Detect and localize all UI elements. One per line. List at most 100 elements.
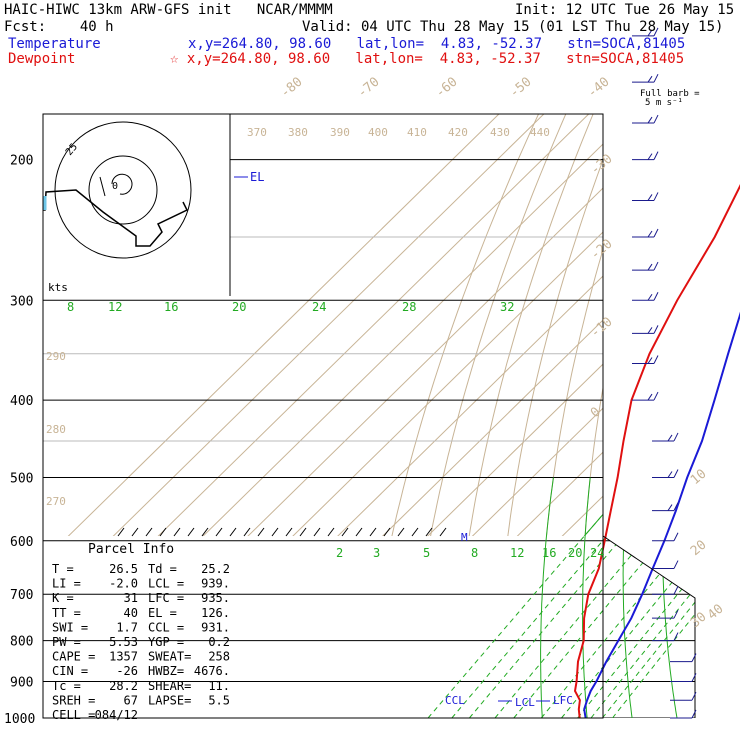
hodograph-ring-inner bbox=[88, 155, 158, 225]
isotherm-label: -50 bbox=[507, 74, 535, 101]
wind-barb bbox=[632, 151, 659, 161]
hodograph-center-arc bbox=[111, 173, 133, 195]
parcel-row-value: 5.5 bbox=[208, 693, 230, 707]
hodograph-ring bbox=[54, 121, 192, 259]
wind-barb bbox=[670, 653, 697, 663]
parcel-row-label: YGP = bbox=[148, 635, 184, 649]
header-title: HAIC-HIWC 13km ARW-GFS init NCAR/MMMM bbox=[4, 2, 333, 18]
hatch-mark bbox=[341, 527, 349, 537]
theta-label: 420 bbox=[448, 126, 468, 139]
parcel-row-label: CIN = bbox=[52, 664, 88, 678]
parcel-row-value: 1.7 bbox=[116, 620, 138, 634]
wind-barb bbox=[632, 261, 659, 271]
dewpoint-legend: Dewpoint bbox=[8, 51, 75, 67]
theta-label: 440 bbox=[530, 126, 550, 139]
hatch-mark bbox=[285, 527, 293, 537]
parcel-row-label: PW = bbox=[52, 635, 81, 649]
hatch-mark bbox=[299, 527, 307, 537]
wind-barb bbox=[652, 432, 679, 442]
hatch-mark bbox=[425, 527, 433, 537]
hodograph-unit: kts bbox=[48, 281, 68, 294]
parcel-row-value: 1357 bbox=[109, 650, 138, 664]
wind-barb bbox=[632, 228, 659, 238]
isotherm-label: -10 bbox=[588, 314, 616, 341]
mixing-ratio-label-lower: 20 bbox=[568, 546, 582, 560]
parcel-row-label: LFC = bbox=[148, 591, 184, 605]
mixing-ratio-label-lower: 3 bbox=[373, 546, 380, 560]
hodograph-background bbox=[43, 114, 230, 296]
lcl-label: LCL bbox=[515, 696, 535, 709]
mixing-ratio-label: 32 bbox=[500, 300, 514, 314]
pressure-label: 700 bbox=[10, 588, 33, 603]
mixing-ratio-dashed bbox=[612, 477, 695, 718]
pressure-label: 1000 bbox=[4, 712, 35, 727]
hatch-mark bbox=[159, 527, 167, 537]
hatch-mark bbox=[187, 527, 195, 537]
mixing-ratio-label: 24 bbox=[312, 300, 326, 314]
lfc-label: LFC bbox=[553, 694, 573, 707]
theta-label: 410 bbox=[407, 126, 427, 139]
hatch-mark bbox=[145, 527, 153, 537]
wind-barb bbox=[652, 502, 679, 512]
barb-legend-2: 5 m s⁻¹ bbox=[645, 98, 683, 108]
parcel-row-label: TT = bbox=[52, 606, 81, 620]
parcel-row-label: T = bbox=[52, 562, 74, 576]
mixing-ratio-label-lower: 2 bbox=[336, 546, 343, 560]
parcel-row-value: 5.53 bbox=[109, 635, 138, 649]
hodograph-center-label: 0 bbox=[112, 181, 118, 192]
isotherm-label: -40 bbox=[585, 74, 613, 101]
parcel-row-value: 935. bbox=[201, 591, 230, 605]
theta-label: 390 bbox=[330, 126, 350, 139]
parcel-row-label: SWEAT= bbox=[148, 650, 191, 664]
parcel-row-value: 67 bbox=[124, 693, 138, 707]
theta-label: 430 bbox=[490, 126, 510, 139]
plot-frame bbox=[42, 113, 604, 719]
mixing-ratio-dashed bbox=[561, 477, 695, 718]
wind-barb bbox=[632, 192, 659, 201]
parcel-row-value: 31 bbox=[124, 591, 138, 605]
isotherm-label: 20 bbox=[688, 538, 710, 560]
temperature-profile bbox=[583, 311, 740, 719]
isotherm-label: 0 bbox=[588, 405, 604, 422]
parcel-row-value: 11. bbox=[208, 679, 230, 693]
parcel-row-value: 28.2 bbox=[109, 679, 138, 693]
wind-barb bbox=[652, 532, 679, 542]
parcel-row-value: 0.2 bbox=[208, 635, 230, 649]
isotherm-label: -20 bbox=[588, 236, 616, 263]
wind-barb bbox=[670, 673, 697, 682]
hodograph-spoke bbox=[99, 176, 106, 197]
wind-barb bbox=[652, 609, 679, 619]
wind-barb bbox=[632, 292, 659, 301]
profiles bbox=[573, 184, 740, 719]
parcel-row-label: Td = bbox=[148, 562, 177, 576]
parcel-row-value: -26 bbox=[116, 664, 138, 678]
el-label: EL bbox=[250, 170, 264, 184]
isotherm bbox=[43, 114, 695, 718]
wind-barb bbox=[632, 114, 659, 124]
parcel-row-value: 931. bbox=[201, 620, 230, 634]
mixing-ratio-label: 28 bbox=[402, 300, 416, 314]
mixing-ratio-label: 16 bbox=[164, 300, 178, 314]
wind-barb bbox=[670, 709, 697, 719]
pressure-label: 500 bbox=[10, 472, 33, 487]
parcel-row-label: SHEAR= bbox=[148, 679, 191, 693]
theta-label: 270 bbox=[46, 495, 66, 508]
pressure-label: 200 bbox=[10, 154, 33, 169]
hatch-mark bbox=[257, 527, 265, 537]
header-init: Init: 12 UTC Tue 26 May 15 bbox=[515, 2, 734, 18]
parcel-row-label: CAPE = bbox=[52, 650, 95, 664]
parcel-row-value: 939. bbox=[201, 577, 230, 591]
mixing-ratio-dashed bbox=[602, 477, 695, 718]
hatch-mark bbox=[327, 527, 335, 537]
parcel-row-label: LCL = bbox=[148, 577, 184, 591]
dewpoint-profile bbox=[573, 184, 740, 719]
hatch-mark bbox=[397, 527, 405, 537]
parcel-row-value: -2.0 bbox=[109, 577, 138, 591]
plot-frame-extension bbox=[602, 535, 696, 718]
parcel-row-label: SWI = bbox=[52, 620, 88, 634]
theta-label: 290 bbox=[46, 350, 66, 363]
dry-adiabat bbox=[701, 0, 740, 735]
mixing-ratio-label-lower: 12 bbox=[510, 546, 524, 560]
mixing-ratio-dashed bbox=[540, 477, 695, 718]
pressure-label: 800 bbox=[10, 635, 33, 650]
